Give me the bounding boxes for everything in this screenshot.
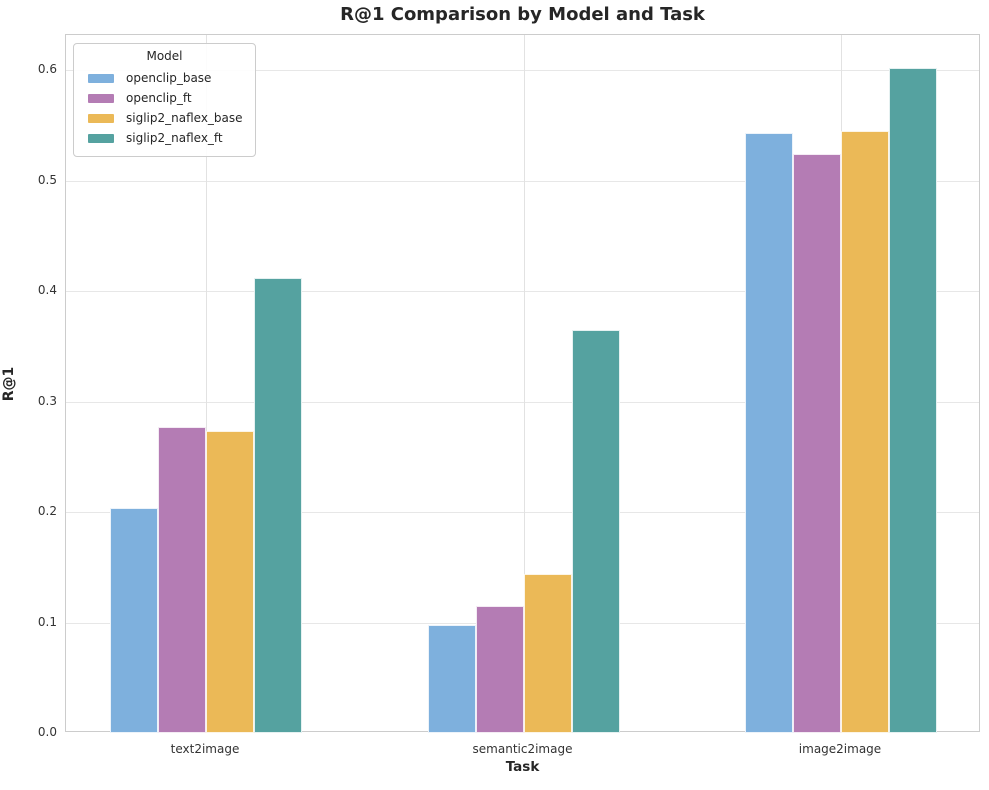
legend-swatch-siglip2_naflex_base	[88, 113, 114, 123]
bar-siglip2_naflex_base-semantic2image	[523, 573, 572, 733]
y-tick-label: 0.1	[37, 614, 57, 629]
legend-swatch-openclip_base	[88, 73, 114, 83]
legend-item-siglip2_naflex_base: siglip2_naflex_base	[82, 108, 247, 128]
legend-swatch-openclip_ft	[88, 93, 114, 103]
bar-openclip_ft-image2image	[793, 154, 841, 733]
legend-label: siglip2_naflex_ft	[126, 131, 223, 145]
bar-siglip2_naflex_base-text2image	[206, 431, 254, 733]
y-gridline	[66, 70, 979, 72]
y-tick-label: 0.3	[37, 393, 57, 408]
y-tick-label: 0.2	[37, 504, 57, 519]
bar-siglip2_naflex_ft-text2image	[254, 277, 302, 733]
legend-swatch-siglip2_naflex_ft	[88, 133, 114, 143]
legend-item-openclip_ft: openclip_ft	[82, 88, 247, 108]
y-gridline	[66, 512, 979, 514]
plot-area: Model openclip_base openclip_ft siglip2_na…	[65, 34, 980, 733]
y-gridline	[66, 291, 979, 293]
legend-label: siglip2_naflex_base	[126, 111, 243, 125]
bar-openclip_base-text2image	[110, 507, 158, 733]
x-gridline	[206, 35, 207, 731]
y-tick-label: 0.4	[37, 283, 57, 298]
bar-openclip_ft-text2image	[158, 427, 206, 733]
legend-label: openclip_ft	[126, 91, 192, 105]
y-gridline	[66, 180, 979, 182]
x-tick-label: text2image	[170, 742, 240, 756]
x-gridline	[523, 35, 525, 731]
bar-siglip2_naflex_ft-image2image	[889, 68, 937, 733]
y-tick-label: 0.0	[37, 725, 57, 739]
legend: Model openclip_base openclip_ft siglip2_na…	[73, 43, 256, 157]
bar-openclip_base-semantic2image	[427, 624, 476, 733]
legend-item-siglip2_naflex_ft: siglip2_naflex_ft	[82, 128, 247, 148]
legend-item-openclip_base: openclip_base	[82, 68, 247, 88]
legend-title: Model	[146, 49, 183, 63]
chart-title: R@1 Comparison by Model and Task	[340, 4, 705, 25]
y-tick-label: 0.6	[37, 62, 57, 77]
bar-openclip_ft-semantic2image	[475, 605, 524, 733]
bar-siglip2_naflex_ft-semantic2image	[571, 329, 620, 733]
x-axis-label: Task	[505, 759, 540, 775]
x-tick-label: image2image	[798, 742, 882, 756]
y-tick-label: 0.5	[37, 172, 57, 187]
x-tick-label: semantic2image	[472, 742, 573, 756]
bar-openclip_base-image2image	[745, 133, 793, 733]
legend-label: openclip_base	[126, 71, 212, 85]
bar-siglip2_naflex_base-image2image	[841, 131, 889, 733]
legend-items: openclip_base openclip_ft siglip2_naflex_b…	[82, 68, 247, 148]
y-gridline	[66, 401, 979, 403]
